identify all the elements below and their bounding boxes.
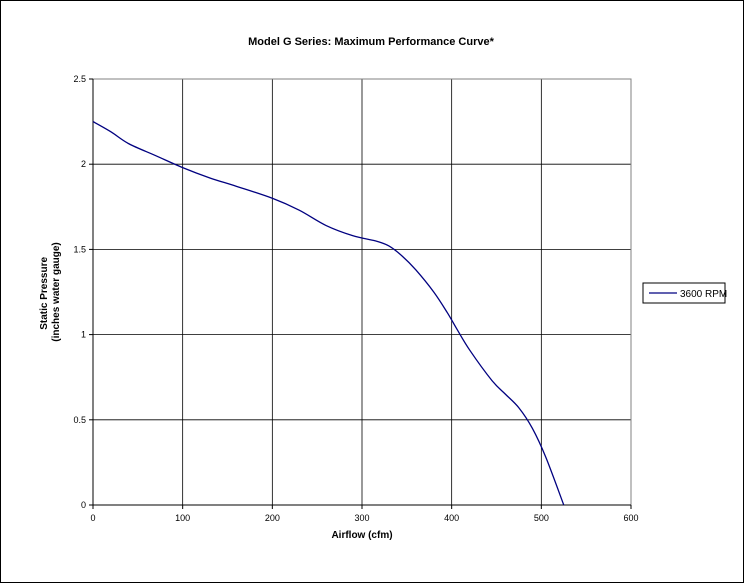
y-tick-label: 0.5 (73, 415, 86, 425)
x-tick-label: 500 (534, 513, 549, 523)
x-tick-label: 300 (354, 513, 369, 523)
series-line-3600-rpm (92, 121, 565, 506)
chart-title: Model G Series: Maximum Performance Curv… (248, 36, 494, 48)
y-axis-label-line-2: (inches water gauge) (51, 242, 62, 341)
legend-label-3600-rpm: 3600 RPM (680, 289, 727, 300)
x-tick-label: 0 (90, 513, 95, 523)
y-tick-label: 0 (81, 500, 86, 510)
y-tick-label: 1.5 (73, 244, 86, 254)
x-tick-label: 100 (175, 513, 190, 523)
y-axis-label-line-1: Static Pressure (39, 257, 50, 330)
y-tick-label: 2 (81, 159, 86, 169)
legend: 3600 RPM (642, 282, 727, 304)
x-axis-label: Airflow (cfm) (331, 530, 392, 541)
y-tick-label: 1 (81, 330, 86, 340)
x-tick-label: 600 (623, 513, 638, 523)
legend-box (642, 282, 726, 304)
y-axis-label: Static Pressure (inches water gauge) (39, 242, 62, 341)
x-tick-label: 200 (265, 513, 280, 523)
y-tick-label: 2.5 (73, 74, 86, 84)
grid (93, 78, 632, 505)
x-tick-label: 400 (444, 513, 459, 523)
ticks: 0 0.5 1 1.5 2 2.5 0 100 200 300 400 500 600 (73, 74, 638, 523)
